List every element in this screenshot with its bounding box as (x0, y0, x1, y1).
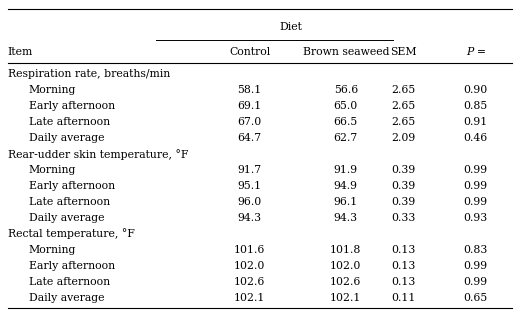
Text: 2.65: 2.65 (391, 101, 415, 111)
Text: 102.0: 102.0 (234, 261, 265, 271)
Text: Morning: Morning (29, 85, 76, 95)
Text: Rear-udder skin temperature, °F: Rear-udder skin temperature, °F (8, 149, 188, 160)
Text: 0.90: 0.90 (464, 85, 488, 95)
Text: 94.3: 94.3 (238, 213, 262, 223)
Text: 2.09: 2.09 (391, 133, 415, 143)
Text: 0.83: 0.83 (464, 245, 488, 255)
Text: 102.1: 102.1 (234, 293, 265, 303)
Text: 101.6: 101.6 (234, 245, 265, 255)
Text: 94.9: 94.9 (334, 181, 358, 191)
Text: 0.33: 0.33 (391, 213, 415, 223)
Text: 58.1: 58.1 (238, 85, 262, 95)
Text: 102.6: 102.6 (234, 277, 265, 287)
Text: 64.7: 64.7 (238, 133, 262, 143)
Text: Daily average: Daily average (29, 133, 104, 143)
Text: 96.1: 96.1 (334, 197, 358, 207)
Text: Daily average: Daily average (29, 293, 104, 303)
Text: 91.9: 91.9 (334, 165, 358, 175)
Text: Item: Item (8, 47, 33, 57)
Text: P =: P = (466, 47, 486, 57)
Text: 0.85: 0.85 (464, 101, 488, 111)
Text: Late afternoon: Late afternoon (29, 197, 110, 207)
Text: 95.1: 95.1 (238, 181, 262, 191)
Text: Morning: Morning (29, 165, 76, 175)
Text: Early afternoon: Early afternoon (29, 101, 115, 111)
Text: 2.65: 2.65 (391, 85, 415, 95)
Text: Respiration rate, breaths/min: Respiration rate, breaths/min (8, 70, 170, 79)
Text: 0.11: 0.11 (391, 293, 415, 303)
Text: Diet: Diet (280, 22, 303, 32)
Text: 2.65: 2.65 (391, 117, 415, 127)
Text: SEM: SEM (389, 47, 417, 57)
Text: 62.7: 62.7 (334, 133, 358, 143)
Text: Late afternoon: Late afternoon (29, 117, 110, 127)
Text: 69.1: 69.1 (238, 101, 262, 111)
Text: 0.13: 0.13 (391, 261, 415, 271)
Text: Early afternoon: Early afternoon (29, 261, 115, 271)
Text: 91.7: 91.7 (238, 165, 262, 175)
Text: 102.6: 102.6 (330, 277, 361, 287)
Text: 0.93: 0.93 (464, 213, 488, 223)
Text: 0.13: 0.13 (391, 277, 415, 287)
Text: 0.46: 0.46 (464, 133, 488, 143)
Text: 96.0: 96.0 (238, 197, 262, 207)
Text: 0.39: 0.39 (391, 165, 415, 175)
Text: 65.0: 65.0 (334, 101, 358, 111)
Text: 102.0: 102.0 (330, 261, 361, 271)
Text: 56.6: 56.6 (334, 85, 358, 95)
Text: 67.0: 67.0 (238, 117, 262, 127)
Text: 66.5: 66.5 (334, 117, 358, 127)
Text: 94.3: 94.3 (334, 213, 358, 223)
Text: 0.65: 0.65 (464, 293, 488, 303)
Text: 101.8: 101.8 (330, 245, 361, 255)
Text: Morning: Morning (29, 245, 76, 255)
Text: 0.99: 0.99 (464, 277, 488, 287)
Text: 0.99: 0.99 (464, 165, 488, 175)
Text: Rectal temperature, °F: Rectal temperature, °F (8, 228, 135, 240)
Text: 0.99: 0.99 (464, 197, 488, 207)
Text: 0.13: 0.13 (391, 245, 415, 255)
Text: 0.99: 0.99 (464, 181, 488, 191)
Text: Late afternoon: Late afternoon (29, 277, 110, 287)
Text: 0.99: 0.99 (464, 261, 488, 271)
Text: Control: Control (229, 47, 270, 57)
Text: 0.39: 0.39 (391, 181, 415, 191)
Text: Daily average: Daily average (29, 213, 104, 223)
Text: Brown seaweed: Brown seaweed (303, 47, 389, 57)
Text: 0.39: 0.39 (391, 197, 415, 207)
Text: 102.1: 102.1 (330, 293, 361, 303)
Text: Early afternoon: Early afternoon (29, 181, 115, 191)
Text: 0.91: 0.91 (464, 117, 488, 127)
